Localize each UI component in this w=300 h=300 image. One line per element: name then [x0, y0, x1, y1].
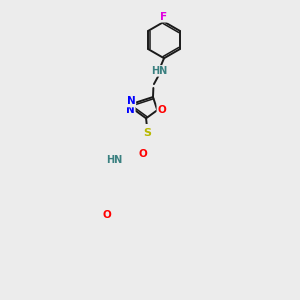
- Text: S: S: [143, 128, 152, 138]
- Text: O: O: [158, 105, 166, 115]
- Text: N: N: [126, 105, 135, 115]
- Text: F: F: [160, 12, 168, 22]
- Text: O: O: [139, 149, 148, 159]
- Text: HN: HN: [106, 155, 122, 165]
- Text: O: O: [103, 210, 112, 220]
- Text: N: N: [127, 97, 135, 106]
- Text: HN: HN: [151, 66, 167, 76]
